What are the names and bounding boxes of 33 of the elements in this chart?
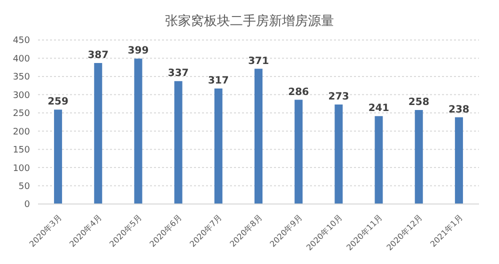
y-tick-label: 450 (12, 36, 30, 46)
y-tick-label: 200 (12, 127, 30, 138)
bar (214, 88, 222, 204)
data-label: 387 (88, 50, 109, 61)
bar (254, 68, 263, 204)
bar (174, 81, 182, 204)
bar (294, 100, 303, 204)
bar (334, 104, 343, 204)
y-tick-label: 100 (12, 164, 30, 174)
data-label: 317 (208, 75, 229, 86)
data-label: 286 (288, 86, 310, 98)
data-label: 241 (368, 103, 390, 114)
data-label: 259 (48, 96, 69, 108)
data-label: 371 (248, 56, 269, 67)
data-label: 273 (328, 92, 350, 103)
y-tick-label: 150 (12, 146, 30, 156)
bar (54, 110, 62, 204)
y-tick-label: 350 (12, 72, 30, 83)
bar (94, 62, 102, 204)
chart-title: 张家窝板块二手房新增房源量 (164, 13, 335, 31)
y-tick-label: 0 (24, 200, 30, 210)
y-tick-label: 250 (12, 109, 30, 120)
bar (414, 110, 423, 204)
data-label: 399 (128, 46, 149, 57)
data-label: 337 (168, 68, 189, 80)
y-tick-label: 50 (18, 182, 30, 192)
data-label: 238 (448, 104, 470, 116)
bar (454, 117, 463, 204)
bar (374, 116, 383, 204)
y-tick-label: 400 (12, 54, 30, 64)
bar (134, 58, 142, 204)
y-tick-label: 300 (12, 90, 30, 101)
data-label: 258 (408, 96, 430, 108)
